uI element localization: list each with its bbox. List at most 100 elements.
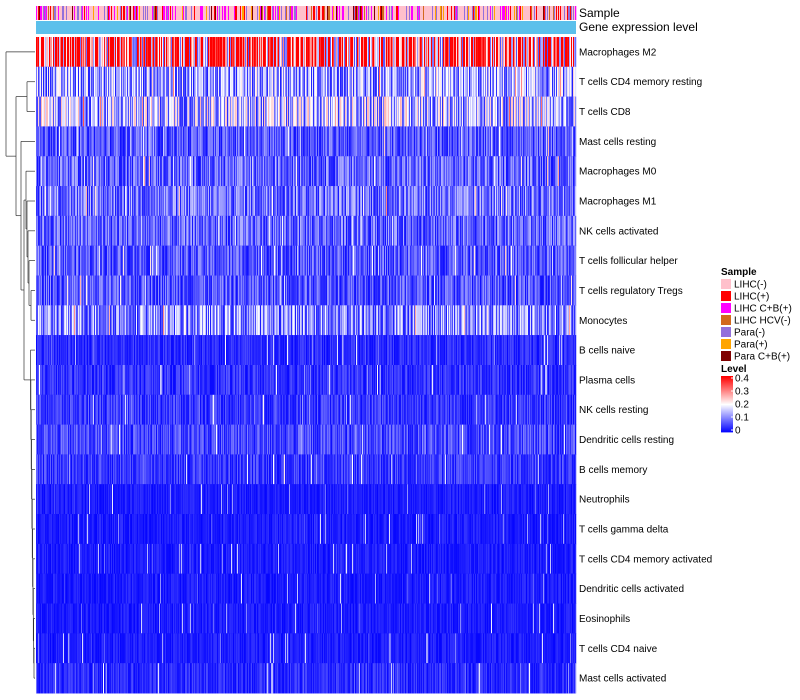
heatmap-cell [106,275,108,306]
heatmap-cell [93,126,95,157]
heatmap-cell [282,245,284,276]
heatmap-cell [348,156,350,187]
heatmap-cell [174,37,176,68]
heatmap-cell [495,37,497,68]
heatmap-cell [290,186,292,217]
heatmap-cell [436,37,438,68]
heatmap-cell [497,96,499,127]
heatmap-cell [329,156,331,187]
heatmap-cell [404,37,406,68]
heatmap-cell [403,37,405,68]
heatmap-cell [315,186,317,217]
sample-annotation-cell [129,6,131,20]
heatmap-cell [288,126,290,157]
heatmap-cell [102,126,104,157]
heatmap-cell [569,96,571,127]
heatmap-cell [65,156,67,187]
heatmap-cell [38,156,40,187]
heatmap-cell [455,215,457,247]
heatmap-cell [178,156,180,187]
heatmap-cell [474,66,476,98]
heatmap-cell [439,37,441,68]
heatmap-cell [229,186,231,217]
heatmap-cell [239,156,241,187]
heatmap-cell [372,215,374,247]
heatmap-cell [64,215,66,247]
heatmap-cell [76,275,78,306]
heatmap-cell [434,96,436,127]
heatmap-cell [368,215,370,247]
heatmap-cell [526,126,528,157]
heatmap-cell [71,37,73,68]
sample-annotation-cell [411,6,414,20]
heatmap-cell [259,215,261,247]
heatmap-cell [395,96,397,127]
heatmap-cell [233,156,235,187]
sample-annotation-cell [262,6,264,20]
heatmap-cell [339,126,341,157]
heatmap-cell [355,186,357,217]
sample-annotation-cell [490,6,492,20]
heatmap-cell [495,66,497,98]
heatmap-cell [324,186,326,217]
sample-annotation-cell [386,6,388,20]
heatmap-cell [517,156,519,187]
heatmap-cell [120,66,122,98]
heatmap-cell [320,215,322,247]
heatmap-cell [101,66,103,98]
heatmap-cell [46,96,48,127]
sample-annotation-cell [407,6,410,20]
heatmap-cell [422,96,424,127]
heatmap-cell [500,215,502,247]
heatmap-cell [319,37,321,68]
heatmap-cell [201,66,203,98]
heatmap-cell [152,96,154,127]
heatmap-cell [507,245,509,276]
heatmap-cell [338,186,340,217]
sample-annotation-cell [360,6,362,20]
heatmap-cell [191,245,193,276]
heatmap-cell [337,156,339,187]
heatmap-cell [334,186,336,217]
heatmap-cell [379,126,381,157]
sample-annotation-cell [258,6,260,20]
heatmap-cell [474,245,476,276]
heatmap-cell [479,186,481,217]
heatmap-cell [399,96,401,127]
heatmap-cell [426,215,428,247]
heatmap-cell [258,186,260,217]
heatmap-cell [111,215,113,247]
heatmap-cell [121,245,123,276]
sample-annotation-cell [165,6,167,20]
heatmap-cell [301,275,303,306]
heatmap-cell [220,275,222,306]
heatmap-cell [292,275,294,306]
heatmap-cell [475,245,477,276]
heatmap-cell [470,245,472,276]
heatmap-cell [547,186,549,217]
heatmap-cell [383,245,385,276]
heatmap-cell [81,66,83,98]
heatmap-cell [251,215,253,247]
heatmap-cell [245,156,247,187]
heatmap-cell [295,275,297,306]
heatmap-cell [107,66,109,98]
heatmap-cell [416,126,418,157]
heatmap-cell [136,245,138,276]
heatmap-cell [247,37,249,68]
heatmap-cell [235,245,237,276]
heatmap-cell [496,186,498,217]
heatmap-cell [230,215,232,247]
heatmap-cell [528,156,530,187]
heatmap-cell [283,126,285,157]
heatmap-cell [365,186,367,217]
heatmap-cell [132,126,134,157]
heatmap-cell [430,66,432,98]
heatmap-cell [110,37,112,68]
heatmap-cell [214,66,216,98]
heatmap-cell [233,37,235,68]
heatmap-cell [206,126,208,157]
heatmap-cell [443,186,445,217]
heatmap-cell [309,37,311,68]
heatmap-cell [70,245,72,276]
